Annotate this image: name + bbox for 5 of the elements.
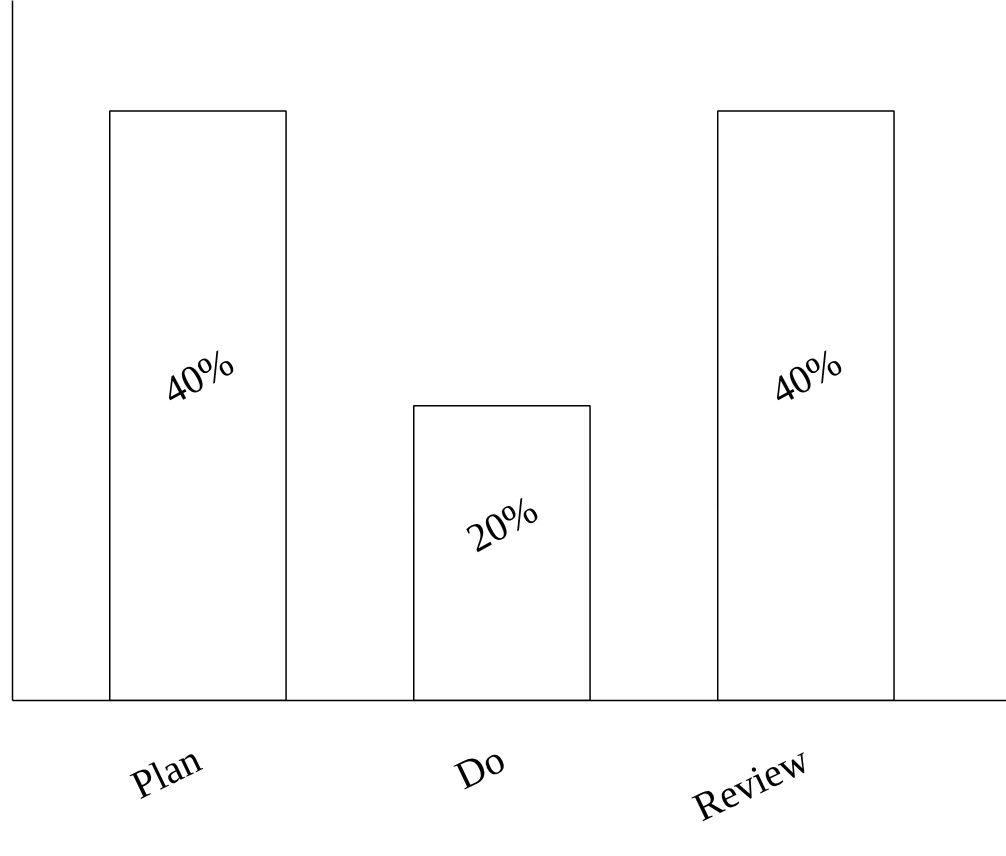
data-label: 20%: [458, 486, 545, 561]
x-tick-label: Do: [448, 736, 512, 799]
data-label: 40%: [762, 338, 849, 414]
data-label: 40%: [154, 338, 241, 414]
x-tick-label: Plan: [124, 736, 208, 808]
